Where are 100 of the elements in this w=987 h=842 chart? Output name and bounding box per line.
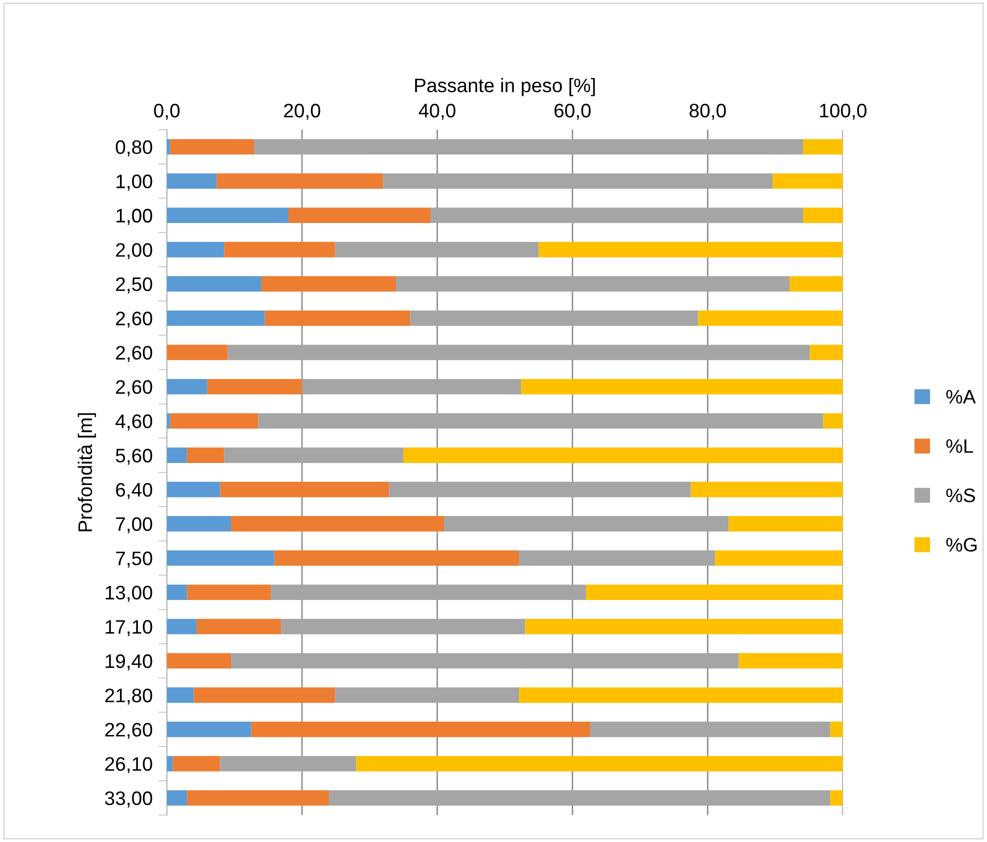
bar bbox=[166, 276, 262, 292]
bar bbox=[220, 756, 356, 772]
bar bbox=[270, 584, 586, 600]
bar bbox=[187, 448, 224, 463]
x-axis-title: Passante in peso [%] bbox=[415, 78, 595, 96]
legend-label: %S bbox=[946, 488, 975, 502]
bar bbox=[715, 550, 843, 566]
bar bbox=[519, 687, 843, 703]
y-tick-label: 7,00 bbox=[116, 517, 152, 534]
bar bbox=[258, 413, 824, 429]
bar bbox=[187, 584, 271, 600]
bar bbox=[207, 378, 302, 394]
bar bbox=[261, 276, 396, 292]
bar bbox=[803, 208, 843, 224]
bar bbox=[166, 653, 232, 669]
bar bbox=[166, 618, 197, 634]
bar bbox=[586, 584, 843, 600]
x-tick-label: 40,0 bbox=[418, 104, 456, 120]
bar bbox=[228, 344, 810, 360]
y-tick-label: 22,60 bbox=[105, 722, 152, 739]
bar bbox=[389, 482, 691, 498]
y-tick-label: 7,50 bbox=[116, 552, 152, 568]
bar bbox=[166, 482, 220, 498]
bar bbox=[224, 242, 336, 258]
bar bbox=[430, 208, 804, 224]
bar bbox=[166, 550, 274, 566]
bar bbox=[830, 722, 843, 738]
bar bbox=[728, 516, 843, 532]
y-tick-label: 26,10 bbox=[105, 757, 152, 774]
bar bbox=[216, 173, 384, 189]
bar bbox=[403, 448, 843, 463]
y-tick-label: 1,00 bbox=[116, 208, 152, 225]
x-tick-label: 100,0 bbox=[820, 104, 866, 120]
bar bbox=[830, 790, 843, 806]
legend-label: %G bbox=[946, 538, 977, 552]
bar bbox=[231, 516, 444, 532]
x-tick-label: 80,0 bbox=[690, 104, 726, 120]
bar bbox=[220, 482, 390, 498]
bar bbox=[166, 242, 224, 258]
y-tick-label: 4,60 bbox=[116, 414, 152, 430]
y-axis-title: Profondità [m] bbox=[78, 413, 96, 532]
x-tick-label: 60,0 bbox=[554, 104, 591, 120]
bar bbox=[519, 550, 716, 566]
bar bbox=[166, 722, 252, 738]
bar bbox=[196, 618, 282, 634]
y-tick-label: 17,10 bbox=[106, 620, 152, 636]
bar bbox=[264, 310, 410, 326]
bar bbox=[356, 756, 843, 772]
y-tick-label: 2,50 bbox=[116, 277, 152, 294]
bar bbox=[302, 378, 522, 394]
bar bbox=[521, 378, 843, 394]
bar bbox=[525, 618, 843, 634]
y-tick-label: 5,60 bbox=[116, 448, 152, 465]
legend-label: %L bbox=[946, 439, 974, 453]
bar bbox=[690, 482, 843, 498]
bar bbox=[738, 653, 843, 669]
bar bbox=[166, 516, 232, 532]
bar bbox=[281, 618, 526, 634]
bar bbox=[444, 516, 729, 532]
bar bbox=[231, 653, 739, 669]
x-tick-label: 20,0 bbox=[284, 104, 320, 120]
bar bbox=[772, 173, 843, 189]
bar bbox=[172, 756, 220, 772]
y-tick-label: 21,80 bbox=[105, 688, 152, 705]
legend-label: %A bbox=[946, 390, 976, 404]
bar bbox=[410, 310, 698, 326]
bar bbox=[166, 448, 188, 463]
bar bbox=[274, 550, 520, 566]
bar bbox=[698, 310, 843, 326]
bar bbox=[224, 448, 404, 463]
bar bbox=[329, 790, 830, 806]
bar bbox=[810, 344, 843, 360]
y-tick-label: 2,60 bbox=[116, 346, 152, 362]
x-tick-label: 0,0 bbox=[154, 104, 180, 120]
y-tick-label: 0,80 bbox=[116, 140, 152, 156]
y-tick-label: 33,00 bbox=[105, 791, 152, 808]
bar bbox=[251, 722, 590, 738]
bar bbox=[166, 790, 188, 806]
bar bbox=[166, 378, 208, 394]
bar bbox=[335, 687, 520, 703]
y-tick-label: 1,00 bbox=[116, 174, 152, 191]
y-tick-label: 2,60 bbox=[116, 380, 152, 396]
bar bbox=[396, 276, 790, 292]
bar bbox=[166, 173, 217, 189]
bar bbox=[789, 276, 843, 292]
bar bbox=[383, 173, 773, 189]
bar bbox=[166, 756, 173, 772]
bar bbox=[823, 413, 843, 429]
bar bbox=[803, 139, 843, 155]
y-tick-label: 13,00 bbox=[106, 586, 152, 602]
y-tick-label: 2,60 bbox=[116, 312, 152, 328]
bar bbox=[166, 344, 228, 360]
bar bbox=[170, 139, 254, 155]
bar bbox=[166, 208, 288, 224]
bar bbox=[166, 310, 265, 326]
y-tick-label: 2,00 bbox=[116, 243, 152, 260]
y-tick-label: 6,40 bbox=[116, 482, 152, 500]
y-tick-label: 19,40 bbox=[106, 654, 152, 670]
bar bbox=[166, 687, 194, 703]
bar bbox=[538, 242, 843, 258]
